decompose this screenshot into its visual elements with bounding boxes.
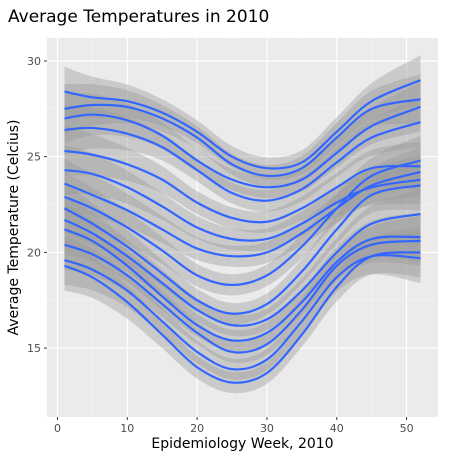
x-tick-label: 20 xyxy=(190,422,204,435)
chart-title: Average Temperatures in 2010 xyxy=(8,7,269,27)
y-tick-label: 30 xyxy=(27,55,41,68)
y-tick-labels: 15 20 25 30 xyxy=(27,55,41,355)
x-tick-label: 40 xyxy=(330,422,344,435)
y-axis-title: Average Temperature (Celcius) xyxy=(6,119,22,335)
x-tick-label: 0 xyxy=(54,422,61,435)
x-tick-label: 30 xyxy=(260,422,274,435)
y-tick-label: 25 xyxy=(27,151,41,164)
y-tick-label: 15 xyxy=(27,342,41,355)
x-tick-labels: 0 10 20 30 40 50 xyxy=(54,422,414,435)
x-tick-label: 50 xyxy=(400,422,414,435)
y-tick-label: 20 xyxy=(27,246,41,259)
x-axis-title: Epidemiology Week, 2010 xyxy=(151,436,333,452)
x-tick-label: 10 xyxy=(120,422,134,435)
